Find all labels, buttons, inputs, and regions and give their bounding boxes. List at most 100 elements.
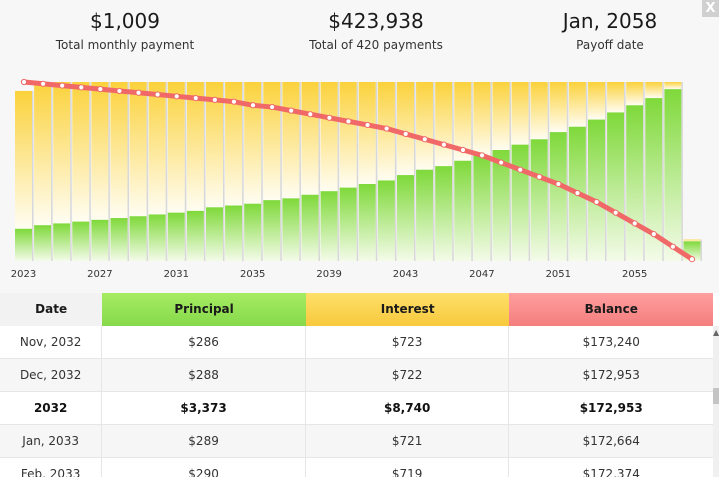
principal-bar-2053[interactable] <box>588 119 605 261</box>
balance-point-2027[interactable] <box>97 86 104 93</box>
bar-2056[interactable] <box>645 82 664 261</box>
bar-2036[interactable] <box>263 82 282 261</box>
bar-2054[interactable] <box>607 82 626 262</box>
header-principal[interactable]: Principal <box>102 293 306 326</box>
balance-point-2031[interactable] <box>173 93 180 100</box>
balance-point-2049[interactable] <box>517 166 524 173</box>
principal-bar-2047[interactable] <box>473 155 491 261</box>
balance-point-2041[interactable] <box>364 121 371 129</box>
balance-point-2054[interactable] <box>612 209 619 216</box>
principal-bar-2049[interactable] <box>511 144 529 261</box>
bar-2038[interactable] <box>301 82 321 261</box>
table-row-year-total[interactable]: 2032 $3,373 $8,740 $172,953 <box>0 392 713 425</box>
close-button[interactable]: X <box>702 0 719 17</box>
header-date[interactable]: Date <box>0 293 103 326</box>
principal-bar-2055[interactable] <box>626 105 644 261</box>
bar-2041[interactable] <box>358 82 378 261</box>
balance-point-2039[interactable] <box>326 114 333 121</box>
principal-bar-2043[interactable] <box>397 175 414 261</box>
interest-bar-2037[interactable] <box>282 82 300 199</box>
bar-2044[interactable] <box>416 82 435 261</box>
principal-bar-2054[interactable] <box>607 112 625 262</box>
table-row[interactable]: Jan, 2033 $289 $721 $172,664 <box>0 425 713 458</box>
bar-2050[interactable] <box>530 82 550 261</box>
interest-bar-2033[interactable] <box>206 82 223 208</box>
principal-bar-2028[interactable] <box>110 218 128 261</box>
bar-2048[interactable] <box>492 82 512 261</box>
interest-bar-2045[interactable] <box>435 82 453 167</box>
balance-point-2046[interactable] <box>459 146 467 154</box>
bar-2047[interactable] <box>473 82 492 261</box>
principal-bar-2042[interactable] <box>377 180 395 261</box>
bar-2032[interactable] <box>186 82 206 261</box>
bar-2052[interactable] <box>568 82 588 261</box>
interest-bar-2024[interactable] <box>34 82 52 226</box>
balance-point-2029[interactable] <box>135 89 142 96</box>
balance-point-2040[interactable] <box>345 118 352 125</box>
interest-bar-2052[interactable] <box>568 82 586 127</box>
bar-2031[interactable] <box>167 82 187 261</box>
scroll-up-icon[interactable]: ▲ <box>713 328 719 337</box>
interest-bar-2030[interactable] <box>148 82 166 215</box>
bar-2051[interactable] <box>549 82 569 261</box>
interest-bar-2056[interactable] <box>645 82 663 99</box>
interest-bar-2027[interactable] <box>91 82 109 220</box>
interest-bar-2054[interactable] <box>607 82 625 113</box>
interest-bar-2055[interactable] <box>626 82 644 106</box>
interest-bar-2039[interactable] <box>320 82 338 192</box>
balance-point-2055[interactable] <box>631 220 638 227</box>
balance-point-2030[interactable] <box>154 91 161 98</box>
bar-2039[interactable] <box>320 82 340 261</box>
balance-point-2036[interactable] <box>269 103 276 111</box>
balance-point-2057[interactable] <box>669 243 677 250</box>
principal-bar-2045[interactable] <box>435 166 453 261</box>
interest-bar-2028[interactable] <box>110 82 128 219</box>
balance-point-2028[interactable] <box>116 87 123 95</box>
table-row[interactable]: Dec, 2032 $288 $722 $172,953 <box>0 359 713 392</box>
scrollbar-thumb[interactable] <box>713 388 719 404</box>
bar-2055[interactable] <box>626 82 645 261</box>
interest-bar-2032[interactable] <box>186 82 204 211</box>
balance-point-2023[interactable] <box>20 78 28 86</box>
balance-point-2053[interactable] <box>593 198 600 206</box>
principal-bar-2026[interactable] <box>72 221 90 261</box>
balance-point-2051[interactable] <box>555 180 562 188</box>
interest-bar-2058[interactable] <box>683 239 701 242</box>
header-interest[interactable]: Interest <box>305 293 510 326</box>
principal-bar-2034[interactable] <box>225 205 243 261</box>
interest-bar-2051[interactable] <box>549 82 567 133</box>
interest-bar-2043[interactable] <box>397 82 414 176</box>
balance-point-2048[interactable] <box>498 159 505 166</box>
principal-bar-2033[interactable] <box>206 207 223 261</box>
interest-bar-2048[interactable] <box>492 82 510 151</box>
balance-point-2043[interactable] <box>402 130 409 138</box>
table-row[interactable]: Feb, 2033 $290 $719 $172,374 <box>0 458 713 477</box>
principal-bar-2044[interactable] <box>416 169 434 261</box>
interest-bar-2023[interactable] <box>15 90 32 229</box>
balance-point-2050[interactable] <box>536 173 543 180</box>
bar-2026[interactable] <box>72 82 91 261</box>
principal-bar-2024[interactable] <box>34 225 52 261</box>
balance-point-2026[interactable] <box>78 84 85 91</box>
interest-bar-2038[interactable] <box>301 82 319 195</box>
principal-bar-2036[interactable] <box>263 200 281 261</box>
principal-bar-2030[interactable] <box>148 214 166 261</box>
principal-bar-2046[interactable] <box>454 160 472 261</box>
principal-bar-2039[interactable] <box>320 191 338 261</box>
interest-bar-2035[interactable] <box>244 82 262 204</box>
principal-bar-2027[interactable] <box>91 219 109 261</box>
balance-point-2047[interactable] <box>478 152 486 159</box>
bar-2025[interactable] <box>53 82 72 261</box>
principal-bar-2025[interactable] <box>53 223 71 261</box>
interest-bar-2036[interactable] <box>263 82 281 201</box>
interest-bar-2046[interactable] <box>454 82 472 161</box>
balance-point-2044[interactable] <box>421 136 428 143</box>
bar-2043[interactable] <box>397 82 416 261</box>
bar-2046[interactable] <box>454 82 473 261</box>
balance-point-2058[interactable] <box>688 256 696 263</box>
bar-2040[interactable] <box>339 82 359 261</box>
interest-bar-2026[interactable] <box>72 82 90 222</box>
interest-bar-2041[interactable] <box>358 82 376 185</box>
interest-bar-2047[interactable] <box>473 82 491 156</box>
principal-bar-2029[interactable] <box>129 216 147 261</box>
